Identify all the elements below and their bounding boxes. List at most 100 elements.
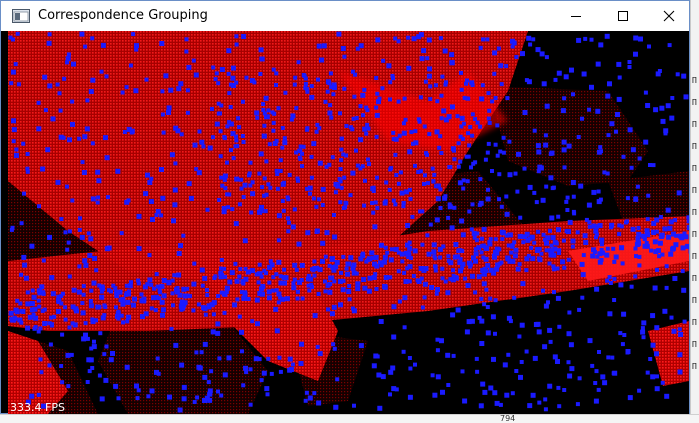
keypoint	[550, 186, 555, 191]
keypoint	[594, 369, 599, 374]
keypoint	[88, 303, 94, 309]
keypoint	[384, 180, 389, 185]
keypoint	[226, 71, 231, 76]
keypoint	[172, 187, 178, 193]
keypoint	[278, 280, 284, 286]
keypoint	[491, 356, 496, 362]
keypoint	[114, 305, 118, 310]
keypoint	[589, 84, 594, 90]
keypoint	[444, 80, 448, 85]
keypoint	[382, 284, 388, 290]
keypoint	[149, 176, 154, 181]
title-bar[interactable]: Correspondence Grouping	[1, 1, 689, 31]
keypoint	[38, 326, 43, 331]
keypoint	[63, 230, 68, 235]
keypoint	[544, 184, 549, 189]
keypoint	[82, 258, 88, 264]
keypoint	[266, 356, 271, 361]
keypoint	[562, 96, 567, 101]
keypoint	[432, 254, 437, 259]
keypoint	[145, 282, 150, 287]
keypoint	[535, 321, 541, 327]
keypoint	[235, 144, 240, 148]
keypoint	[652, 285, 658, 291]
keypoint	[104, 74, 109, 79]
keypoint	[522, 166, 527, 171]
keypoint	[375, 37, 381, 43]
keypoint	[42, 307, 47, 312]
keypoint	[422, 295, 427, 300]
keypoint	[121, 320, 125, 325]
keypoint	[297, 155, 302, 160]
keypoint	[339, 270, 343, 275]
keypoint	[542, 237, 547, 242]
keypoint	[309, 94, 315, 100]
keypoint	[124, 283, 129, 288]
keypoint	[394, 387, 399, 392]
keypoint	[482, 302, 487, 307]
keypoint	[11, 37, 15, 42]
keypoint	[611, 371, 616, 376]
keypoint	[602, 380, 608, 386]
keypoint	[428, 84, 433, 89]
keypoint	[280, 199, 285, 203]
keypoint	[129, 128, 135, 134]
keypoint	[186, 181, 192, 187]
keypoint	[433, 83, 438, 88]
keypoint	[537, 400, 542, 405]
maximize-button[interactable]	[600, 1, 646, 31]
keypoint	[263, 209, 268, 214]
keypoint	[596, 189, 601, 194]
keypoint	[305, 89, 310, 94]
keypoint	[47, 234, 52, 240]
keypoint	[150, 217, 155, 222]
keypoint	[590, 253, 596, 259]
keypoint	[344, 124, 349, 128]
keypoint	[393, 202, 398, 207]
keypoint	[363, 178, 367, 183]
keypoint	[644, 243, 650, 249]
keypoint	[264, 271, 268, 276]
keypoint	[154, 272, 159, 277]
keypoint	[355, 163, 360, 168]
keypoint	[621, 154, 626, 159]
keypoint	[486, 116, 491, 121]
close-button[interactable]	[646, 1, 692, 31]
keypoint	[557, 324, 562, 329]
keypoint	[116, 396, 121, 401]
keypoint	[532, 240, 537, 245]
keypoint	[90, 77, 96, 83]
keypoint	[85, 336, 90, 341]
keypoint	[70, 99, 75, 104]
keypoint	[243, 365, 248, 371]
keypoint	[13, 316, 18, 321]
keypoint	[342, 175, 347, 180]
keypoint	[329, 311, 335, 317]
keypoint	[614, 129, 618, 134]
keypoint	[192, 400, 197, 404]
keypoint	[72, 322, 78, 328]
minimize-button[interactable]	[553, 1, 599, 31]
keypoint	[677, 369, 683, 375]
keypoint	[534, 248, 540, 253]
keypoint	[376, 99, 381, 105]
keypoint	[319, 57, 325, 63]
keypoint	[192, 261, 197, 266]
keypoint	[14, 309, 20, 315]
point-cloud-viewport[interactable]: 333.4 FPS	[8, 31, 689, 414]
keypoint	[242, 182, 248, 188]
keypoint	[469, 80, 475, 86]
keypoint	[655, 374, 659, 379]
keypoint	[311, 141, 317, 147]
keypoint	[312, 259, 317, 264]
keypoint	[599, 242, 604, 247]
keypoint	[19, 320, 24, 325]
keypoint	[147, 253, 152, 258]
keypoint	[36, 392, 41, 397]
keypoint	[303, 76, 308, 81]
keypoint	[134, 43, 139, 49]
keypoint	[99, 289, 104, 294]
keypoint	[686, 225, 689, 231]
keypoint	[177, 292, 183, 298]
keypoint	[233, 261, 238, 266]
